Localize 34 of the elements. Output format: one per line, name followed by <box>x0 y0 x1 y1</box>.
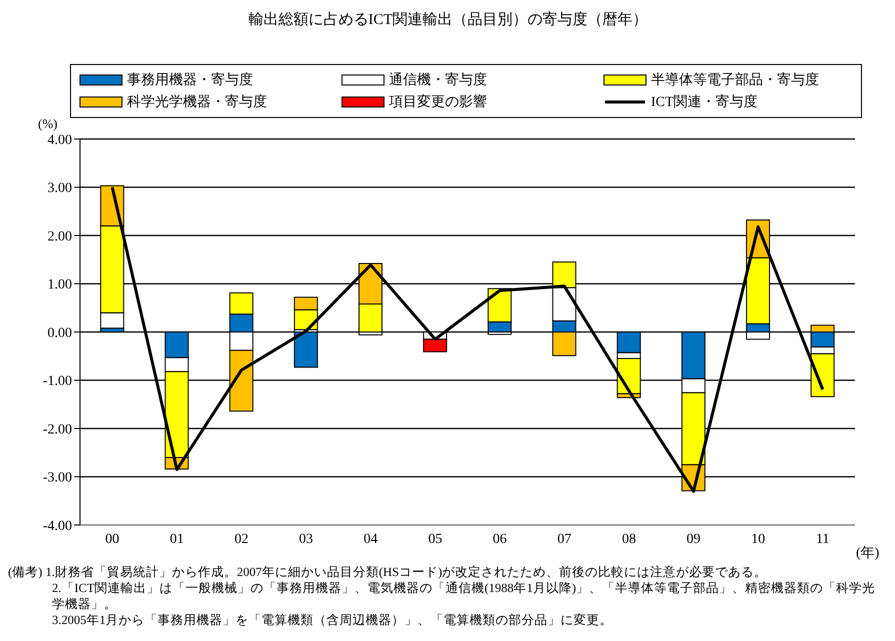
x-tick-label: 04 <box>364 532 378 547</box>
x-tick-label: 03 <box>299 532 314 547</box>
bar <box>294 332 318 368</box>
x-tick-label: 09 <box>686 532 701 547</box>
y-axis-title: (%) <box>38 116 58 132</box>
legend-label: 半導体等電子部品・寄与度 <box>651 71 819 89</box>
y-tick-label: 4.00 <box>48 132 72 148</box>
x-tick-label: 01 <box>170 532 184 547</box>
x-tick-label: 02 <box>234 532 248 547</box>
y-tick-label: 3.00 <box>48 181 72 196</box>
legend-label: 通信機・寄与度 <box>389 71 487 89</box>
legend-label: ICT関連・寄与度 <box>651 93 758 111</box>
x-tick-label: 11 <box>816 532 830 547</box>
y-tick-label: -3.00 <box>42 470 72 486</box>
x-tick-label: 00 <box>105 532 120 547</box>
text: (備考) 1.財務省「貿易統計」から作成。2007年に細かい品目分類(HSコード)が改定されたため、前後の比較には注意が必要である。 <box>8 564 768 580</box>
x-tick-label: 06 <box>492 532 507 547</box>
legend-label: 項目変更の影響 <box>389 93 487 111</box>
x-tick-label: 05 <box>428 532 442 547</box>
y-tick-label: 0.00 <box>48 326 72 341</box>
legend-label: 科学光学機器・寄与度 <box>127 93 267 111</box>
text: 3.2005年1月から「事務用機器」を「電算機類（含周辺機器）」、「電算機類の部分品」に変更。 <box>51 612 614 628</box>
x-tick-label: 07 <box>557 532 572 547</box>
x-tick-label: 08 <box>622 532 636 547</box>
y-tick-label: 1.00 <box>48 278 72 293</box>
legend-label: 事務用機器・寄与度 <box>127 71 253 89</box>
y-tick-label: -1.00 <box>42 374 72 390</box>
y-tick-label: 2.00 <box>48 229 72 244</box>
y-tick-label: -2.00 <box>42 422 72 438</box>
x-axis-title: (年) <box>856 544 880 562</box>
y-tick-label: -4.00 <box>42 518 72 534</box>
chart-title: 輸出総額に占めるICT関連輸出（品目別）の寄与度（暦年） <box>247 10 649 29</box>
x-tick-label: 10 <box>751 532 766 547</box>
text: 2.「ICT関連輸出」は「一般機械」の「事務用機器」、電気機器の「通信機(1988年1月以降)」、「半導体等電子部品」、精密機器類の「科学光学機器」。 <box>51 580 876 612</box>
